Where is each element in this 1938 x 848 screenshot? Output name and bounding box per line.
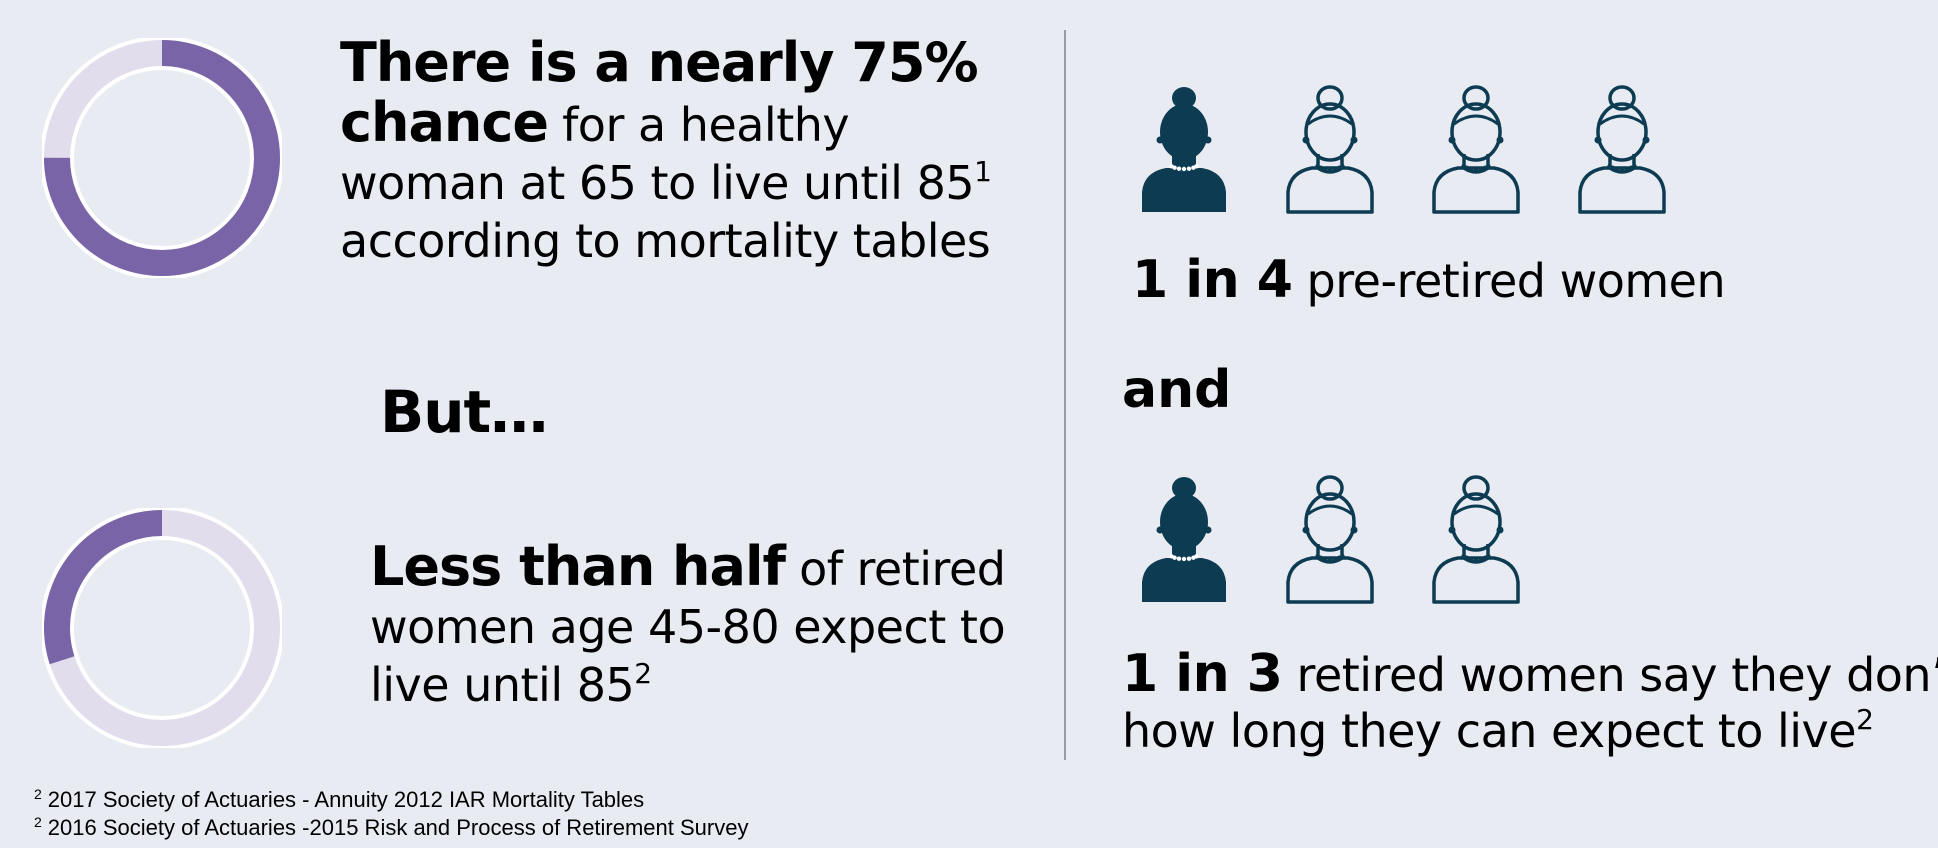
footnote-2: 2 2016 Society of Actuaries -2015 Risk an… [34, 814, 748, 842]
stat-rest-line1: for a healthy [547, 98, 850, 152]
ratio-bold: 1 in 3 [1122, 646, 1283, 704]
stat-text-75-percent: There is a nearly 75% chance for a healt… [340, 31, 992, 270]
woman-outline-icon [1282, 474, 1378, 606]
women-icon-row-1-in-3 [1136, 474, 1524, 606]
donut-75-percent [42, 38, 282, 278]
footnote-ref: 2 [34, 786, 42, 802]
stat-bold: Less than half [370, 535, 786, 598]
woman-outline-icon [1428, 474, 1524, 606]
stat-text-less-than-half: Less than half of retired women age 45-8… [370, 535, 1006, 714]
but-label: But… [380, 378, 548, 446]
footnote-1: 2 2017 Society of Actuaries - Annuity 201… [34, 786, 748, 814]
stat-bold-line2: chance [340, 91, 549, 154]
woman-filled-icon [1136, 84, 1232, 216]
stat-rest-line2: women age 45-80 expect to [370, 600, 1006, 654]
footnote-ref: 2 [1856, 703, 1874, 736]
footnote-ref: 1 [974, 155, 992, 188]
vertical-divider [1064, 30, 1066, 760]
stat-rest-line1: of retired [784, 542, 1006, 596]
donut-value-arc [44, 510, 280, 746]
stat-rest-line2: woman at 65 to live until 85 [340, 156, 975, 210]
woman-outline-icon [1282, 84, 1378, 216]
ratio-rest-line2: how long they can expect to live [1122, 704, 1857, 758]
footnote-text: 2017 Society of Actuaries - Annuity 2012… [47, 787, 645, 812]
woman-outline-icon [1428, 84, 1524, 216]
stat-bold-line1: There is a nearly 75% [340, 31, 979, 94]
ratio-rest: pre-retired women [1292, 254, 1726, 308]
ratio-1-in-3: 1 in 3 retired women say they don’t k ho… [1122, 646, 1938, 759]
and-label: and [1122, 360, 1232, 420]
ratio-rest-line1: retired women say they don’t k [1282, 648, 1938, 702]
woman-filled-icon [1136, 474, 1232, 606]
ratio-1-in-4: 1 in 4 pre-retired women [1132, 250, 1726, 310]
footnote-ref: 2 [634, 657, 652, 690]
footnote-ref: 2 [34, 814, 42, 830]
footnotes: 2 2017 Society of Actuaries - Annuity 201… [34, 786, 748, 842]
stat-rest-line3: live until 85 [370, 658, 635, 712]
women-icon-row-1-in-4 [1136, 84, 1670, 216]
footnote-text: 2016 Society of Actuaries -2015 Risk and… [47, 815, 749, 840]
donut-less-than-half [42, 508, 282, 748]
stat-rest-line3: according to mortality tables [340, 214, 991, 268]
ratio-bold: 1 in 4 [1132, 250, 1293, 310]
donut-value-arc [44, 40, 280, 276]
woman-outline-icon [1574, 84, 1670, 216]
